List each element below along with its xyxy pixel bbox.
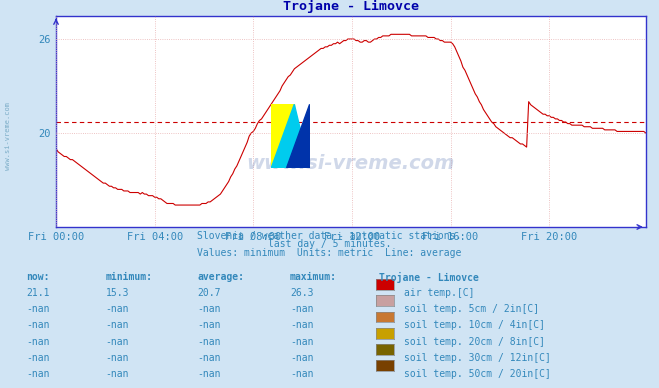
Text: 15.3: 15.3 (105, 288, 129, 298)
Text: average:: average: (198, 272, 244, 282)
Text: -nan: -nan (198, 304, 221, 314)
Text: -nan: -nan (290, 353, 314, 363)
Text: -nan: -nan (26, 369, 50, 379)
Text: www.si-vreme.com: www.si-vreme.com (246, 154, 455, 173)
Text: soil temp. 30cm / 12in[C]: soil temp. 30cm / 12in[C] (404, 353, 551, 363)
Text: -nan: -nan (290, 320, 314, 331)
Text: -nan: -nan (105, 369, 129, 379)
Text: -nan: -nan (105, 304, 129, 314)
Text: -nan: -nan (26, 304, 50, 314)
Text: soil temp. 20cm / 8in[C]: soil temp. 20cm / 8in[C] (404, 337, 545, 347)
Text: minimum:: minimum: (105, 272, 152, 282)
Text: -nan: -nan (26, 320, 50, 331)
Title: Trojane - Limovce: Trojane - Limovce (283, 0, 419, 13)
Text: air temp.[C]: air temp.[C] (404, 288, 474, 298)
Text: -nan: -nan (290, 369, 314, 379)
Text: 21.1: 21.1 (26, 288, 50, 298)
Text: -nan: -nan (105, 337, 129, 347)
Text: -nan: -nan (198, 337, 221, 347)
Text: -nan: -nan (290, 304, 314, 314)
Text: -nan: -nan (198, 353, 221, 363)
Text: Slovenia / weather data - automatic stations.: Slovenia / weather data - automatic stat… (197, 230, 462, 241)
Text: -nan: -nan (26, 337, 50, 347)
Text: maximum:: maximum: (290, 272, 337, 282)
Text: -nan: -nan (105, 353, 129, 363)
Text: soil temp. 5cm / 2in[C]: soil temp. 5cm / 2in[C] (404, 304, 539, 314)
Text: soil temp. 50cm / 20in[C]: soil temp. 50cm / 20in[C] (404, 369, 551, 379)
Text: last day / 5 minutes.: last day / 5 minutes. (268, 239, 391, 249)
Text: Trojane - Limovce: Trojane - Limovce (379, 272, 479, 282)
Text: www.si-vreme.com: www.si-vreme.com (5, 102, 11, 170)
Text: soil temp. 10cm / 4in[C]: soil temp. 10cm / 4in[C] (404, 320, 545, 331)
Text: -nan: -nan (290, 337, 314, 347)
Text: -nan: -nan (198, 320, 221, 331)
Text: 20.7: 20.7 (198, 288, 221, 298)
Text: 26.3: 26.3 (290, 288, 314, 298)
Text: -nan: -nan (198, 369, 221, 379)
Text: Values: minimum  Units: metric  Line: average: Values: minimum Units: metric Line: aver… (197, 248, 462, 258)
Text: -nan: -nan (26, 353, 50, 363)
Text: now:: now: (26, 272, 50, 282)
Text: -nan: -nan (105, 320, 129, 331)
